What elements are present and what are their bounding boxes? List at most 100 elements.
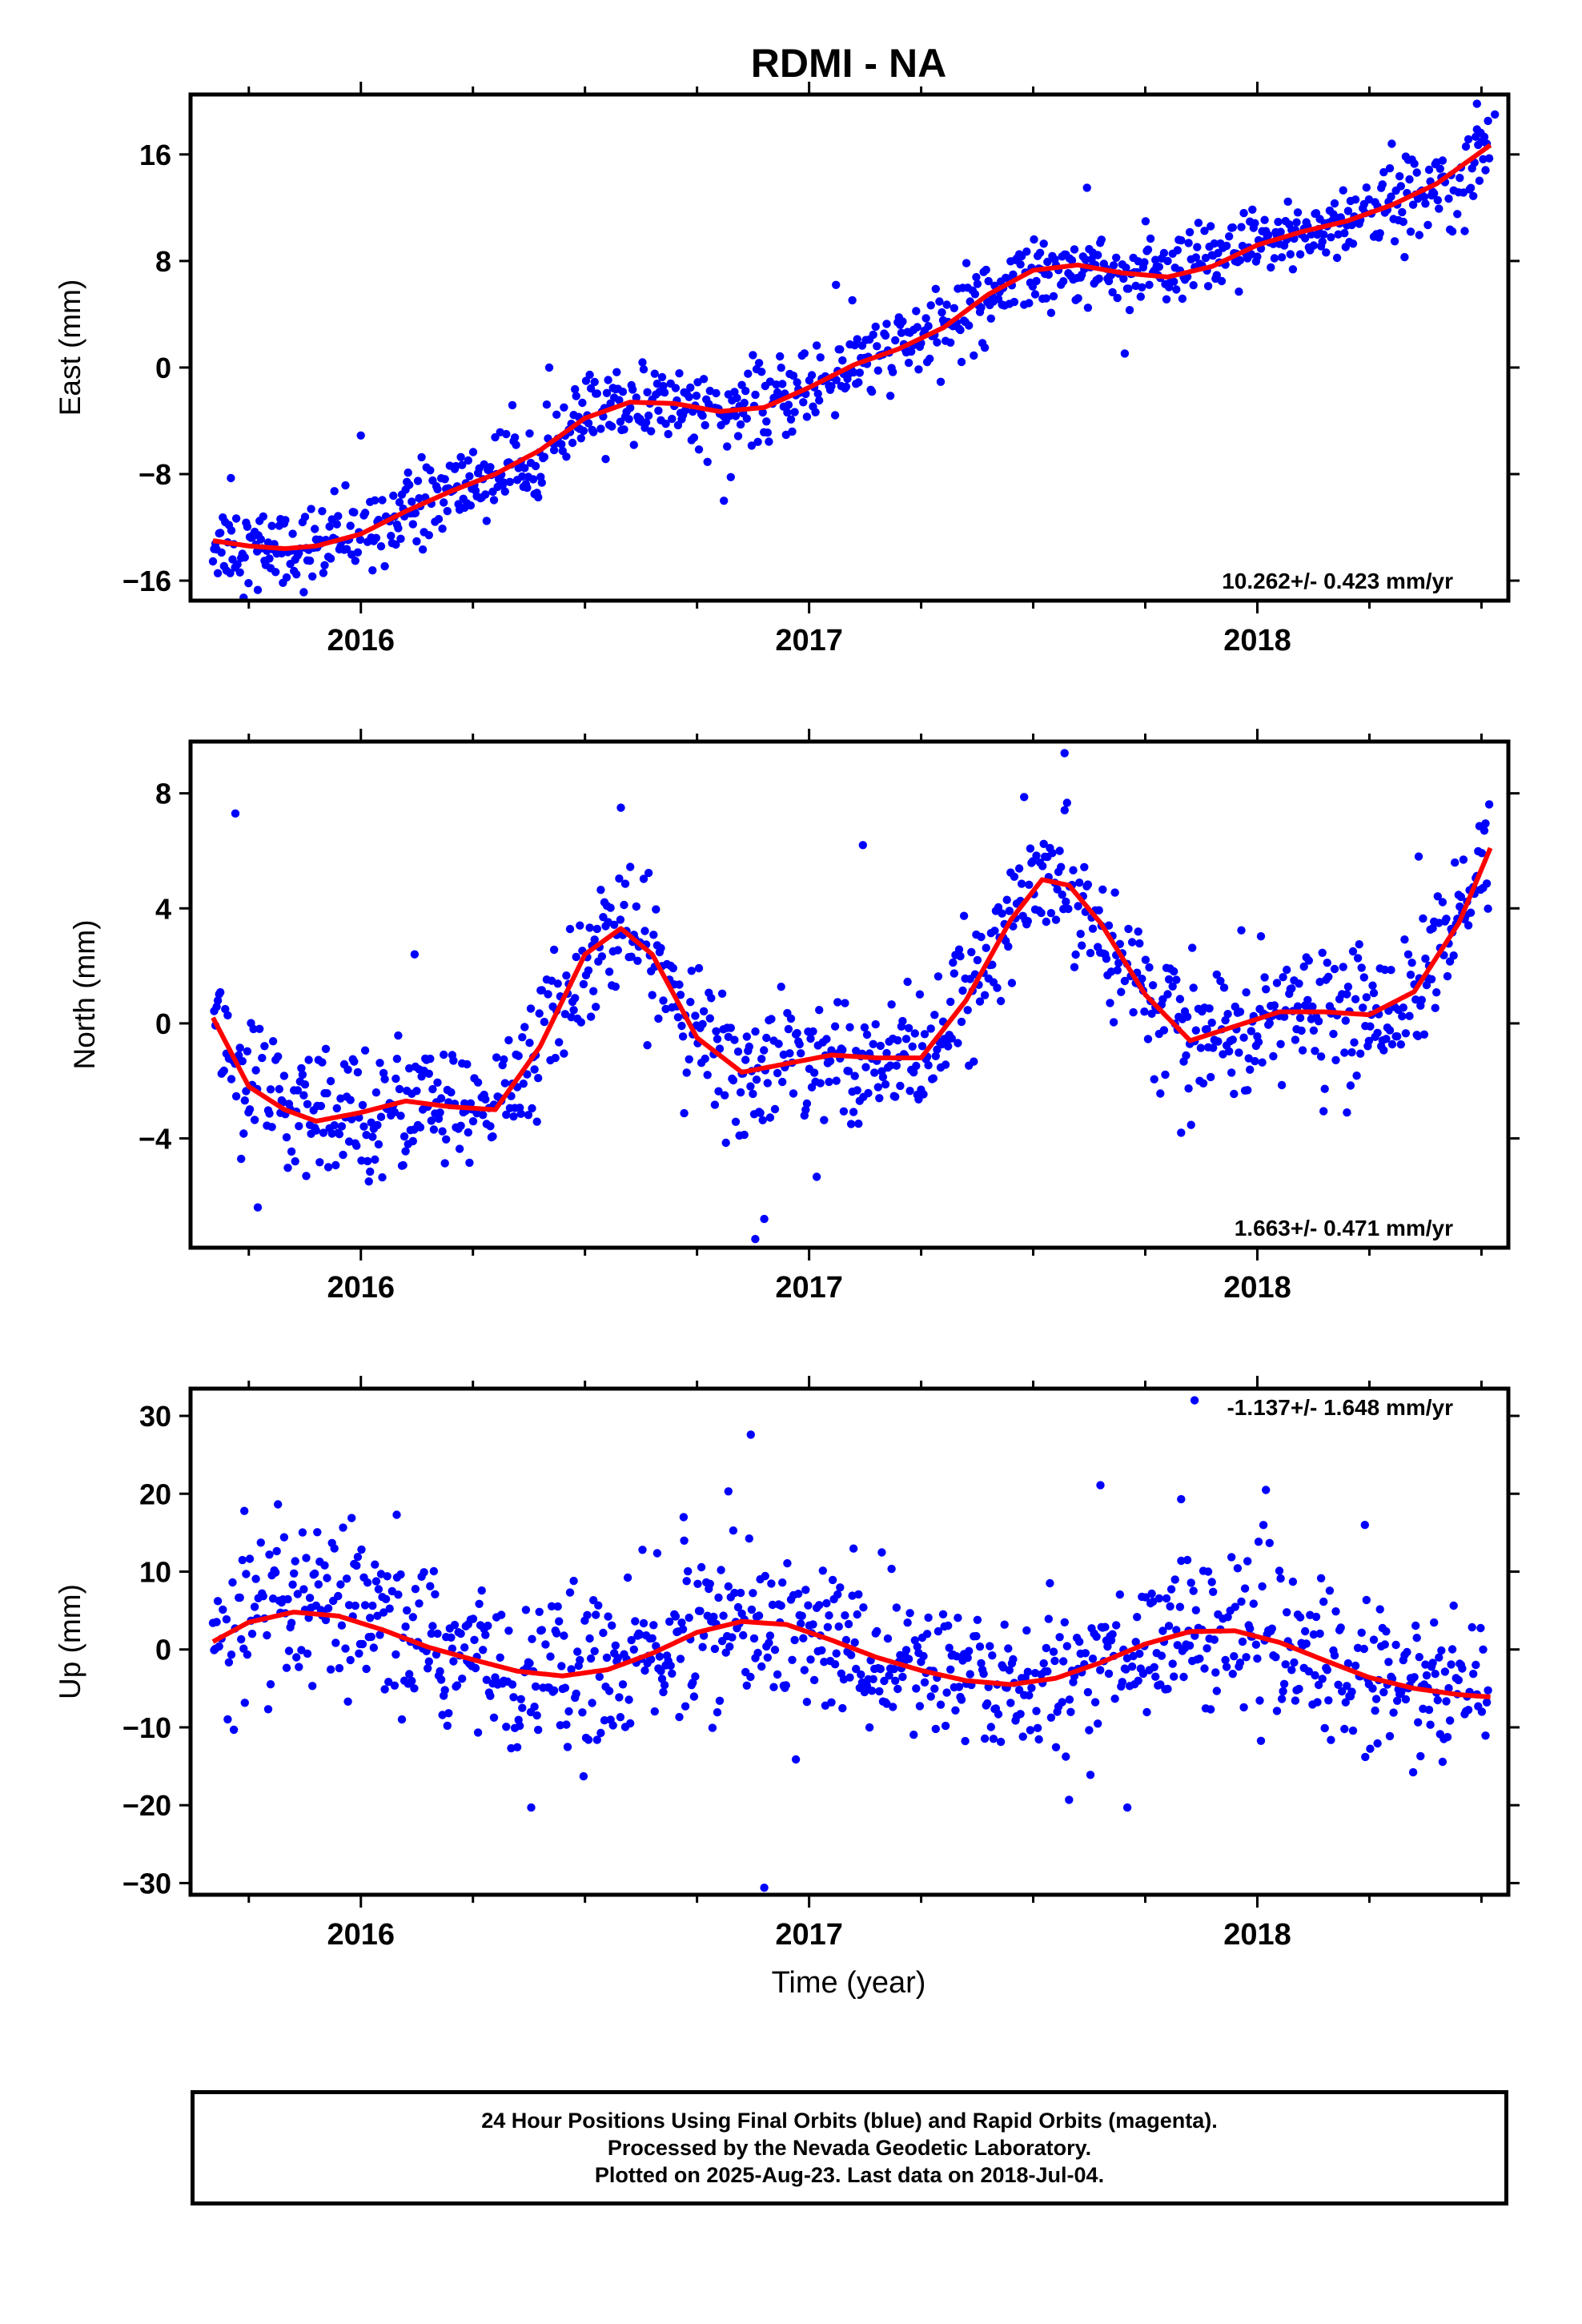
north-point [853,1086,861,1095]
north-points [210,749,1494,1244]
east-point [571,384,580,394]
up-point [660,1681,669,1690]
up-point [1055,1633,1064,1642]
up-point [613,1654,622,1663]
up-point [656,1667,665,1675]
up-point [1175,1602,1185,1611]
north-point [1223,1010,1232,1019]
north-point [1064,904,1073,914]
north-point [751,1027,760,1036]
north-point [833,998,842,1007]
up-point [1014,1686,1024,1695]
up-point [1033,1723,1042,1732]
north-point [1062,798,1072,807]
east-point [502,429,511,439]
north-point [427,1116,436,1125]
up-point [631,1617,640,1626]
north-point [841,999,849,1007]
north-point [893,1035,902,1045]
up-point [983,1699,992,1708]
north-point [1297,1026,1306,1035]
up-point [397,1715,407,1724]
up-point [1311,1612,1321,1622]
north-point [399,1160,408,1170]
up-point [482,1675,491,1684]
up-point [698,1642,707,1651]
east-point [468,448,478,456]
east-point [957,357,966,367]
east-point [914,365,923,374]
east-point [1327,233,1335,242]
up-point [1062,1642,1072,1651]
up-point [1203,1644,1211,1653]
up-point [945,1643,954,1652]
up-point [1191,1606,1201,1614]
east-point [1194,219,1203,227]
north-point [1002,895,1011,904]
east-point [986,314,996,323]
north-point [1219,983,1229,992]
east-point [1112,253,1121,262]
east-point [747,441,757,450]
east-point [1239,208,1248,218]
north-point [339,1150,347,1160]
up-point [973,1615,982,1625]
north-point [746,1082,755,1091]
east-ytick-label: −8 [139,458,171,491]
north-point [1380,965,1390,975]
north-point [680,1108,689,1118]
up-point [1481,1731,1490,1740]
up-point [1081,1649,1090,1658]
north-point [1369,988,1379,998]
up-point [852,1664,861,1674]
north-point [258,1053,267,1063]
north-point [920,1030,930,1039]
east-point [1228,223,1238,232]
north-point [745,1042,753,1051]
east-point [737,380,746,389]
up-point [396,1570,405,1579]
north-point [237,1154,246,1164]
east-point [765,437,773,446]
north-point [223,1011,232,1020]
north-point [486,1122,495,1131]
east-point [933,338,942,347]
north-point [752,1076,761,1084]
north-point [757,1055,766,1063]
north-point [1026,844,1035,853]
up-point [573,1647,582,1656]
up-point [1411,1621,1420,1630]
north-point [1299,962,1308,971]
up-point [1291,1696,1300,1705]
north-point [576,1018,585,1027]
east-rate-label: 10.262+/- 0.423 mm/yr [1222,569,1453,593]
east-point [1435,164,1445,173]
east-point [581,376,591,385]
up-point [1147,1589,1156,1598]
up-point [360,1601,370,1610]
east-point [1472,99,1482,108]
north-point [1396,1040,1406,1049]
east-point [618,388,628,396]
north-point [1421,954,1430,963]
up-point [247,1630,257,1638]
north-point [1075,879,1084,887]
up-point [1209,1587,1218,1597]
east-point [1398,207,1407,217]
up-point [1318,1675,1327,1683]
east-point [440,475,449,484]
east-point [1435,204,1443,213]
east-point [639,365,648,374]
east-point [244,579,253,588]
up-point [876,1664,885,1674]
north-point [530,1065,539,1074]
north-point [1357,963,1366,972]
north-point [1025,880,1034,890]
east-point [1042,294,1051,303]
up-point [473,1728,483,1737]
east-point [1479,155,1488,163]
north-point [1080,862,1089,872]
east-point [813,389,822,398]
up-point [243,1650,252,1659]
